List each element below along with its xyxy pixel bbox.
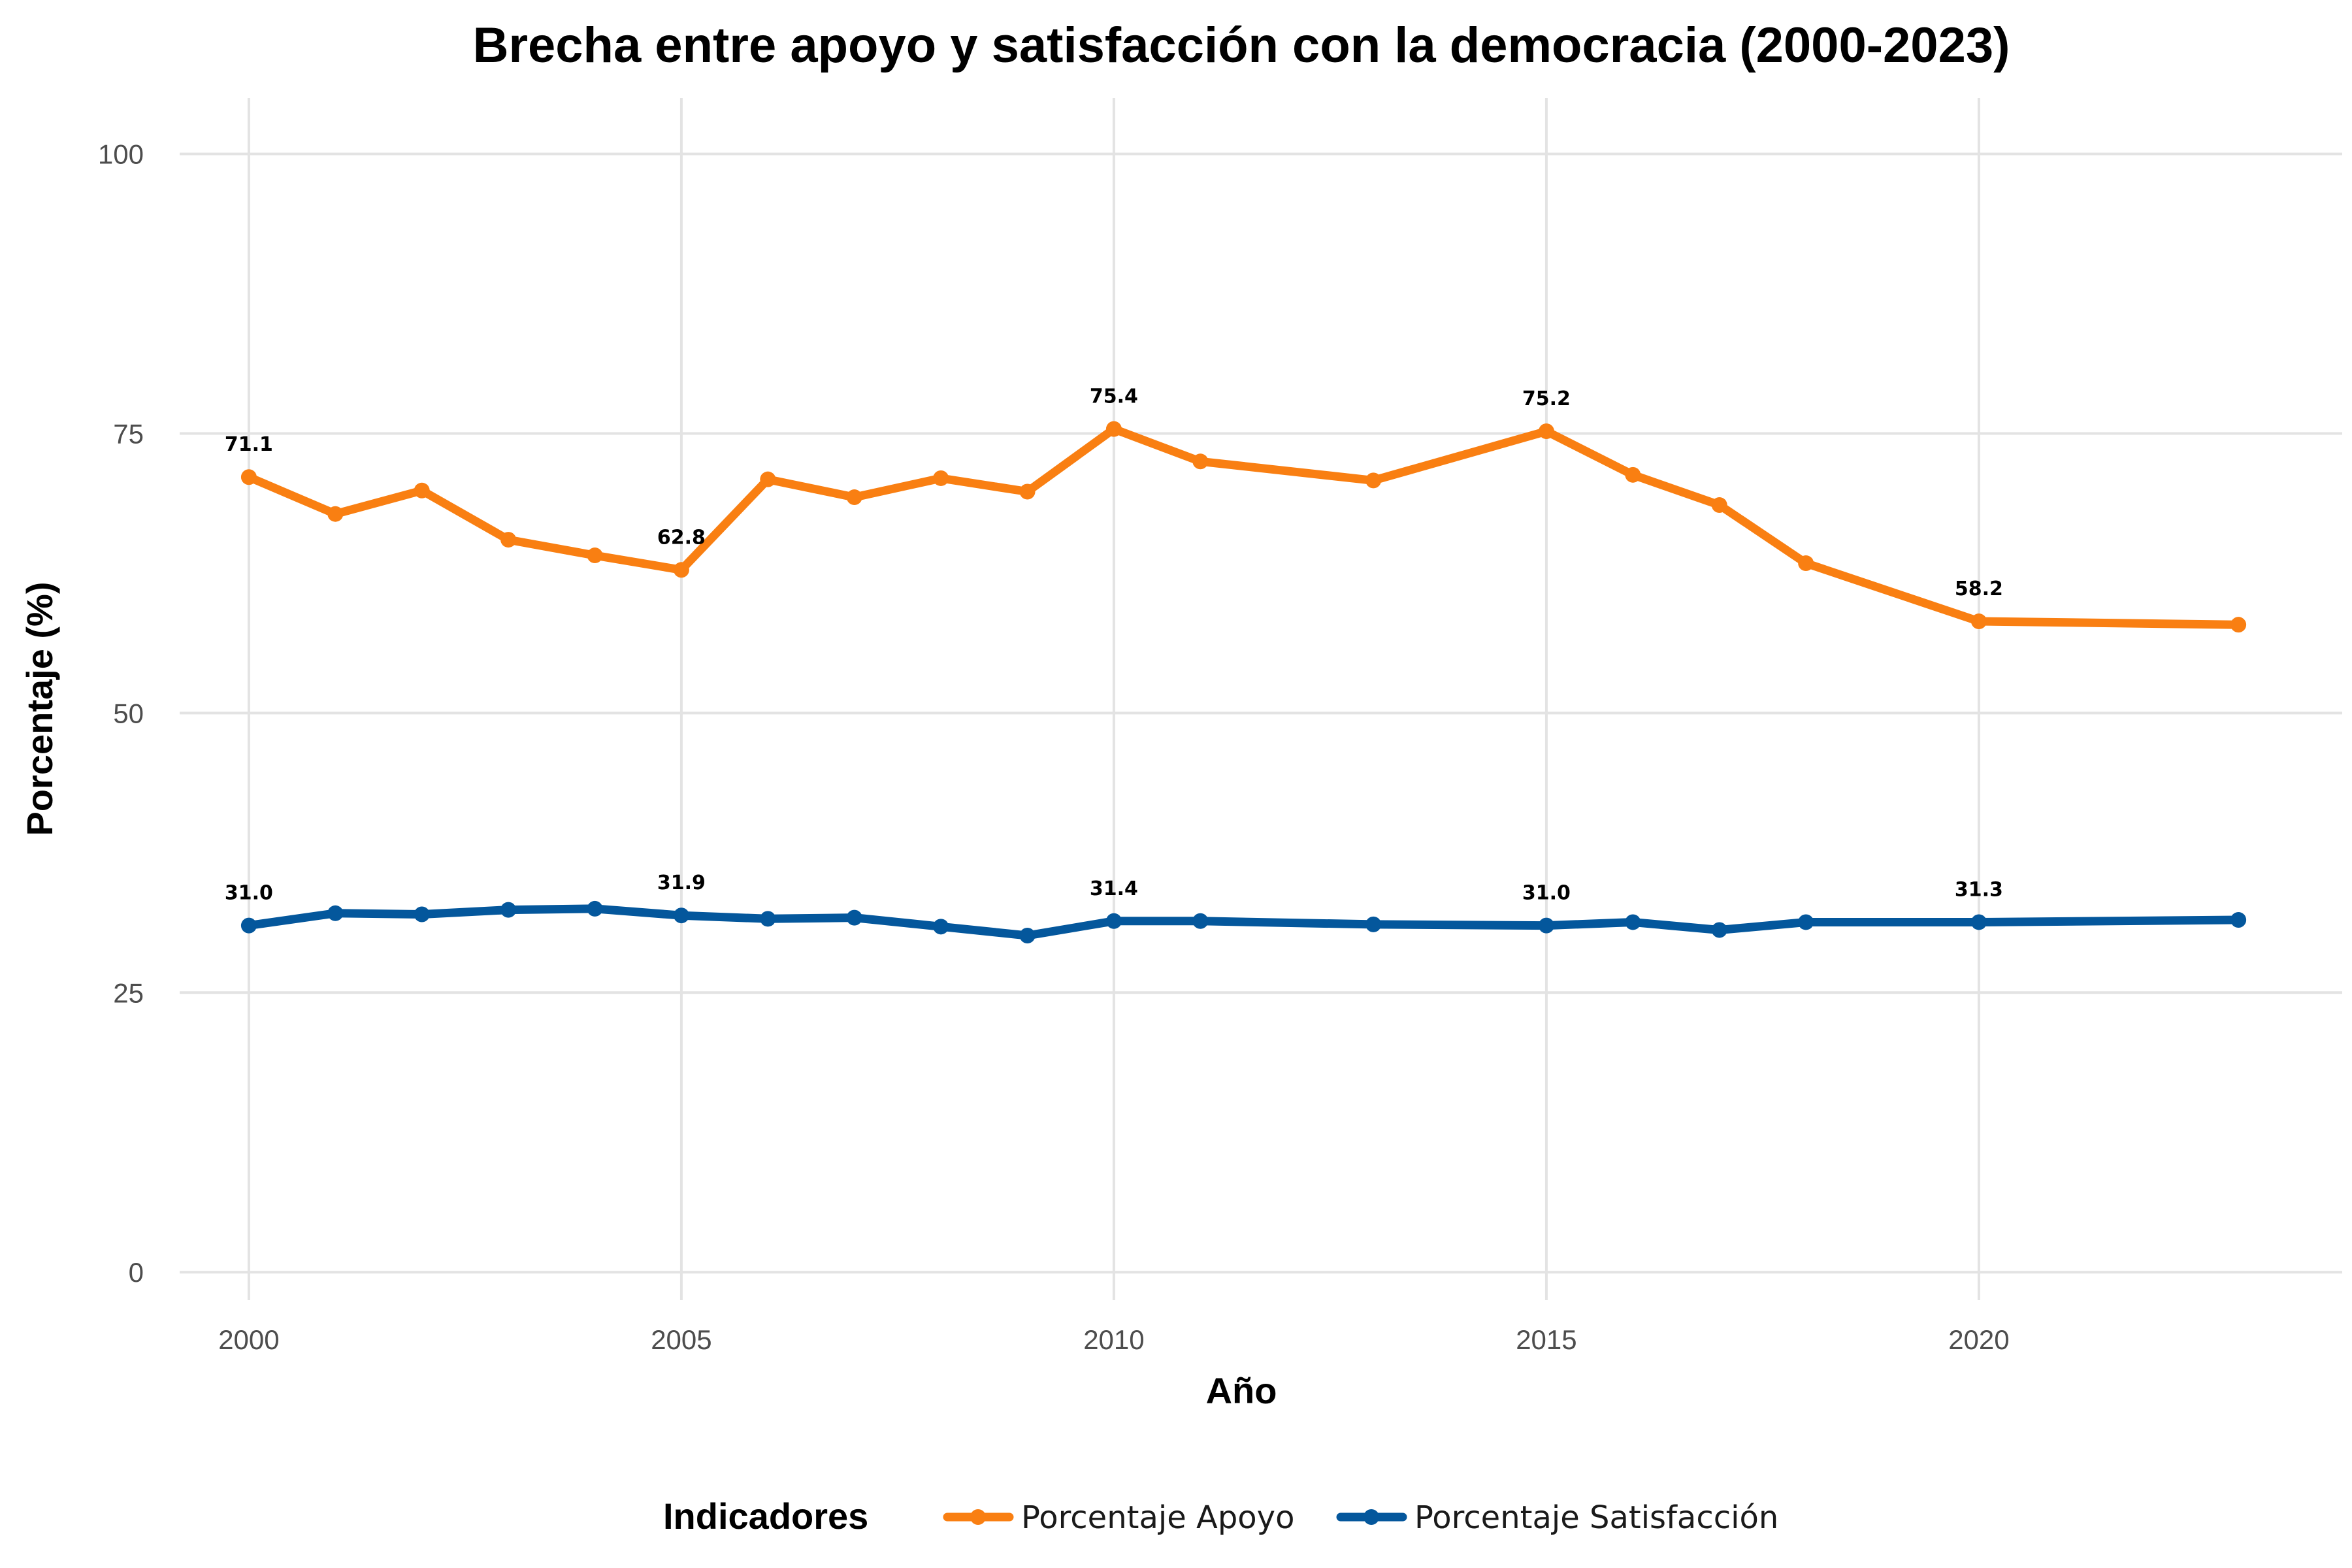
legend-label: Porcentaje Apoyo bbox=[1021, 1499, 1294, 1536]
data-point bbox=[1625, 914, 1641, 930]
series-line-0 bbox=[244, 425, 2243, 629]
data-point bbox=[1798, 914, 1814, 930]
data-point bbox=[240, 469, 257, 485]
data-point bbox=[1711, 922, 1727, 938]
legend-key-point bbox=[1364, 1509, 1379, 1525]
data-point bbox=[1538, 917, 1554, 934]
data-labels: 71.1 62.8 75.4 75.2 58.2 31.0 31.9 31.4 31.0 31.3 bbox=[225, 385, 2003, 905]
data-point bbox=[414, 906, 430, 923]
y-tick-label: 100 bbox=[98, 139, 144, 170]
y-tick-label: 75 bbox=[113, 418, 144, 449]
data-point bbox=[2230, 912, 2247, 928]
data-point bbox=[587, 547, 603, 564]
data-label: 71.1 bbox=[225, 433, 273, 456]
data-point bbox=[1105, 421, 1122, 437]
data-point bbox=[327, 905, 344, 921]
data-point bbox=[1192, 453, 1209, 470]
y-tick-label: 25 bbox=[113, 977, 144, 1008]
data-label: 31.0 bbox=[225, 882, 273, 905]
x-tick-label: 2010 bbox=[1083, 1324, 1144, 1355]
data-label: 75.4 bbox=[1090, 385, 1138, 408]
data-point bbox=[1019, 928, 1036, 944]
data-point bbox=[1798, 555, 1814, 572]
x-tick-label: 2005 bbox=[651, 1324, 711, 1355]
x-axis-ticks: 2000 2005 2010 2015 2020 bbox=[218, 1324, 2009, 1355]
data-label: 31.4 bbox=[1090, 877, 1138, 900]
data-point bbox=[673, 562, 689, 578]
data-label: 62.8 bbox=[657, 526, 706, 549]
chart-title: Brecha entre apoyo y satisfacción con la… bbox=[473, 18, 2010, 73]
data-point bbox=[846, 909, 862, 926]
data-label: 31.3 bbox=[1955, 878, 2003, 901]
series-group bbox=[240, 421, 2247, 944]
y-tick-label: 50 bbox=[113, 698, 144, 728]
data-point bbox=[1711, 497, 1727, 514]
data-point bbox=[1192, 913, 1209, 929]
data-point bbox=[1105, 913, 1122, 929]
data-point bbox=[327, 506, 344, 522]
data-point bbox=[1970, 613, 1987, 630]
data-point bbox=[846, 489, 862, 506]
data-point bbox=[2230, 617, 2247, 633]
y-tick-label: 0 bbox=[129, 1257, 144, 1288]
data-point bbox=[673, 907, 689, 924]
data-point bbox=[587, 900, 603, 917]
data-label: 31.0 bbox=[1522, 882, 1571, 905]
data-point bbox=[1019, 483, 1036, 500]
data-point bbox=[414, 482, 430, 498]
data-point bbox=[1970, 914, 1987, 930]
data-point bbox=[500, 902, 517, 918]
data-point bbox=[1625, 466, 1641, 483]
data-point bbox=[1365, 472, 1382, 489]
x-tick-label: 2000 bbox=[218, 1324, 279, 1355]
data-point bbox=[240, 917, 257, 934]
legend: Indicadores Porcentaje Apoyo Porcentaje Sa… bbox=[663, 1495, 1778, 1537]
y-axis-title: Porcentaje (%) bbox=[19, 582, 60, 836]
legend-key-point bbox=[970, 1509, 986, 1525]
legend-label: Porcentaje Satisfacción bbox=[1414, 1499, 1778, 1536]
data-label: 58.2 bbox=[1955, 578, 2003, 600]
x-tick-label: 2015 bbox=[1516, 1324, 1576, 1355]
y-axis-ticks: 0 25 50 75 100 bbox=[98, 139, 144, 1288]
x-tick-label: 2020 bbox=[1948, 1324, 2009, 1355]
grid-lines bbox=[180, 98, 2342, 1300]
data-label: 31.9 bbox=[657, 872, 706, 894]
data-point bbox=[933, 470, 949, 486]
legend-title: Indicadores bbox=[663, 1495, 868, 1537]
data-point bbox=[933, 919, 949, 935]
data-point bbox=[1538, 423, 1554, 440]
data-point bbox=[760, 911, 776, 927]
data-point bbox=[760, 471, 776, 487]
data-label: 75.2 bbox=[1522, 387, 1571, 410]
series-line-1 bbox=[244, 904, 2243, 940]
data-point bbox=[500, 532, 517, 548]
x-axis-title: Año bbox=[1206, 1370, 1277, 1411]
data-point bbox=[1365, 916, 1382, 932]
